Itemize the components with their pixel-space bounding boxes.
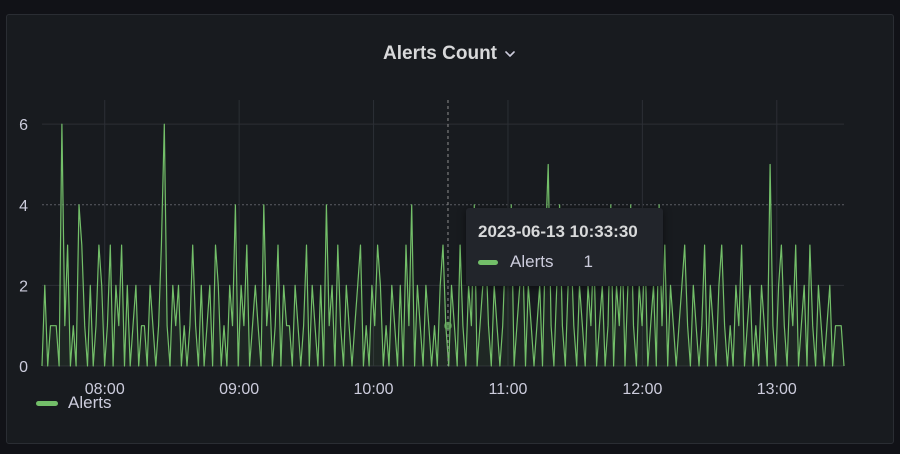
tooltip-series-name: Alerts bbox=[510, 252, 554, 271]
y-tick-label: 2 bbox=[19, 278, 28, 295]
tooltip-value: 1 bbox=[583, 252, 593, 271]
hover-point bbox=[443, 321, 452, 330]
x-tick-label: 12:00 bbox=[622, 381, 662, 398]
alerts-count-panel: Alerts Count bbox=[6, 14, 894, 444]
tooltip-timestamp: 2023-06-13 10:33:30 bbox=[478, 222, 638, 241]
x-tick-label: 13:00 bbox=[757, 381, 797, 398]
panel-title-menu[interactable]: Alerts Count bbox=[7, 39, 893, 69]
legend-item-alerts[interactable]: Alerts bbox=[36, 392, 111, 414]
x-tick-label: 10:00 bbox=[354, 381, 394, 398]
legend-label: Alerts bbox=[68, 393, 112, 412]
x-tick-label: 08:00 bbox=[85, 381, 125, 398]
y-tick-label: 6 bbox=[19, 117, 28, 134]
tooltip-series-row: Alerts 1 bbox=[478, 252, 651, 272]
y-tick-label: 0 bbox=[19, 359, 28, 376]
x-tick-label: 09:00 bbox=[219, 381, 259, 398]
series-line-alerts bbox=[41, 123, 845, 367]
legend-swatch bbox=[36, 400, 58, 406]
hover-tooltip: 2023-06-13 10:33:30 Alerts 1 bbox=[466, 208, 663, 286]
y-tick-label: 4 bbox=[19, 198, 28, 215]
tooltip-swatch bbox=[478, 259, 498, 265]
panel-title: Alerts Count bbox=[383, 43, 497, 64]
chevron-down-icon bbox=[503, 47, 517, 61]
x-tick-label: 11:00 bbox=[489, 381, 528, 398]
